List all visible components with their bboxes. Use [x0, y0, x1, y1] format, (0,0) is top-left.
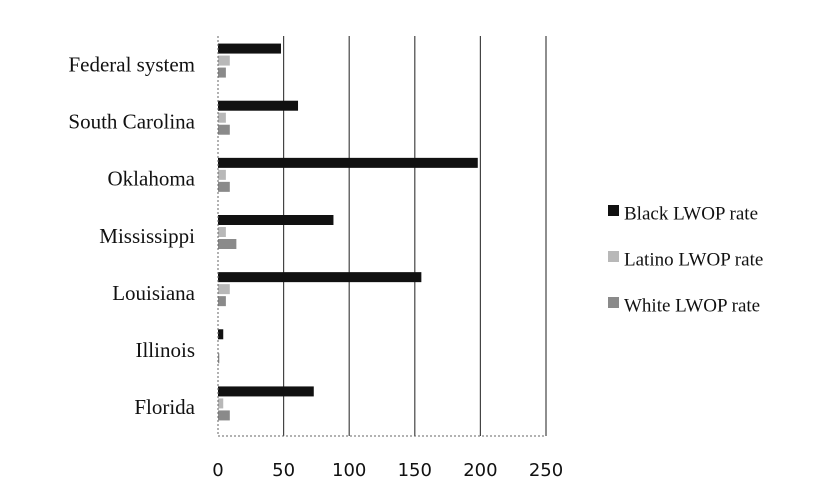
- bar: [218, 157, 478, 168]
- bar: [218, 239, 237, 249]
- category-label: Mississippi: [99, 224, 195, 248]
- category-label: Florida: [134, 395, 195, 419]
- bar: [218, 386, 314, 397]
- bars: [218, 43, 478, 421]
- bar: [218, 112, 226, 123]
- legend-label: Latino LWOP rate: [624, 249, 763, 270]
- bar: [218, 353, 220, 364]
- bar: [218, 272, 422, 283]
- bar: [218, 227, 226, 237]
- category-label: Federal system: [68, 52, 195, 76]
- x-tick-label: 50: [272, 460, 295, 481]
- axes: 0 50 100 150 200 250 Federal system South Carol…: [68, 36, 563, 481]
- bar: [218, 284, 230, 295]
- legend-label: White LWOP rate: [624, 295, 760, 316]
- x-tick-label: 250: [529, 460, 563, 481]
- bar: [218, 67, 226, 78]
- bar: [218, 215, 334, 225]
- bar: [218, 410, 230, 421]
- legend-label: Black LWOP rate: [624, 203, 758, 224]
- bar: [218, 55, 230, 66]
- bar: [218, 169, 226, 180]
- bar: [218, 398, 224, 409]
- x-tick-label: 200: [463, 460, 497, 481]
- x-tick-label: 0: [212, 460, 223, 481]
- bar: [218, 296, 226, 307]
- legend-swatch: [608, 205, 619, 216]
- bar: [218, 100, 299, 111]
- category-label: Oklahoma: [108, 167, 196, 191]
- x-tick-label: 100: [332, 460, 366, 481]
- x-tick-label: 150: [398, 460, 432, 481]
- bar: [218, 43, 281, 54]
- category-label: Louisiana: [112, 281, 195, 305]
- bar: [218, 181, 230, 192]
- category-label: Illinois: [135, 338, 195, 362]
- bar: [218, 329, 224, 340]
- legend-swatch: [608, 297, 619, 308]
- legend: Black LWOP rate Latino LWOP rate White LWO…: [608, 203, 763, 316]
- legend-swatch: [608, 251, 619, 262]
- category-label: South Carolina: [68, 110, 195, 134]
- bar: [218, 124, 230, 135]
